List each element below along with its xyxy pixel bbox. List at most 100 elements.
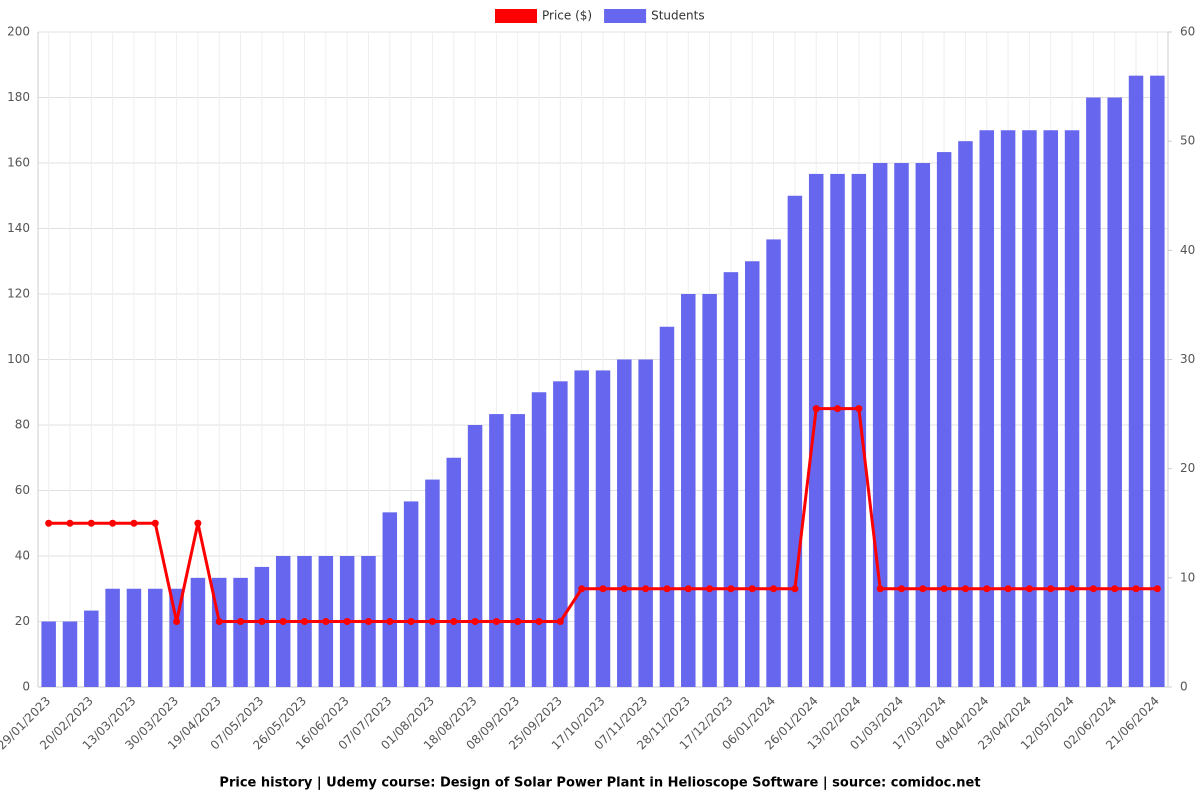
bar — [744, 261, 760, 687]
price-point — [1132, 585, 1140, 593]
price-point — [215, 618, 223, 625]
price-point — [855, 405, 863, 413]
bar — [1150, 75, 1165, 687]
price-point — [450, 618, 458, 625]
bar — [1043, 130, 1058, 687]
y-tick-label: 140 — [7, 221, 30, 235]
price-point — [940, 585, 948, 593]
bar — [872, 163, 888, 687]
bar — [766, 239, 781, 687]
y-tick-label: 120 — [7, 287, 30, 301]
bar — [830, 173, 845, 687]
bar — [1064, 130, 1080, 687]
y-tick-label: 0 — [22, 680, 30, 694]
bar — [659, 326, 675, 687]
price-point — [620, 585, 628, 593]
price-point — [1004, 585, 1012, 593]
price-point — [343, 618, 351, 625]
bar — [446, 457, 462, 687]
y-tick-label: 180 — [7, 90, 30, 104]
bar — [617, 359, 632, 687]
bar — [702, 294, 717, 687]
price-point — [642, 585, 650, 593]
price-point — [770, 585, 778, 593]
bar — [553, 381, 568, 687]
bar — [936, 152, 952, 688]
price-point — [812, 405, 820, 413]
price-point — [1025, 585, 1033, 593]
bar — [489, 414, 504, 687]
price-point — [279, 618, 287, 625]
price-point — [66, 519, 74, 527]
y-tick-label: 100 — [7, 352, 30, 366]
legend-label: Price ($) — [542, 9, 592, 23]
bar — [84, 610, 99, 687]
bar — [254, 566, 270, 687]
price-point — [748, 585, 756, 593]
price-point — [428, 618, 436, 625]
bar — [425, 479, 440, 687]
bar — [787, 195, 803, 687]
bar — [148, 588, 163, 687]
bar — [531, 392, 547, 687]
bar — [723, 272, 739, 687]
price-point — [130, 519, 138, 527]
bar — [1107, 97, 1122, 687]
price-point — [322, 618, 330, 625]
bar — [894, 163, 909, 687]
price-point — [87, 519, 95, 527]
bar — [574, 370, 589, 687]
bar — [915, 163, 931, 687]
bar — [403, 501, 419, 687]
bar — [979, 130, 995, 687]
price-point — [364, 618, 372, 625]
bar — [851, 173, 867, 687]
price-point — [386, 618, 394, 625]
bar — [62, 621, 78, 687]
legend-label: Students — [651, 9, 705, 23]
bar — [382, 512, 398, 687]
price-point — [1047, 585, 1055, 593]
bar — [1086, 97, 1101, 687]
y2-tick-label: 20 — [1180, 461, 1195, 475]
y2-tick-label: 40 — [1180, 243, 1195, 257]
y-tick-label: 60 — [15, 483, 30, 497]
y2-tick-label: 60 — [1180, 25, 1195, 39]
bar — [808, 173, 824, 687]
bar — [169, 588, 184, 687]
price-point — [471, 618, 479, 625]
y-tick-label: 40 — [15, 549, 30, 563]
y-tick-label: 200 — [7, 25, 30, 39]
bar — [233, 577, 248, 687]
price-point — [237, 618, 245, 625]
price-point — [834, 405, 842, 413]
price-point — [514, 618, 522, 625]
price-point — [194, 519, 202, 527]
price-point — [151, 519, 159, 527]
y2-tick-label: 0 — [1180, 680, 1188, 694]
chart-title: Price history | Udemy course: Design of … — [219, 776, 980, 791]
price-point — [173, 618, 181, 625]
price-point — [1153, 585, 1161, 593]
price-point — [301, 618, 309, 625]
bar — [1022, 130, 1037, 687]
price-point — [706, 585, 714, 593]
price-point — [45, 519, 53, 527]
price-point — [578, 585, 586, 593]
price-point — [897, 585, 905, 593]
y2-tick-label: 50 — [1180, 134, 1195, 148]
price-point — [535, 618, 543, 625]
price-point — [109, 519, 117, 527]
price-point — [407, 618, 415, 625]
legend-swatch — [604, 9, 647, 23]
bar — [1128, 75, 1144, 687]
y2-tick-label: 10 — [1180, 570, 1195, 584]
bar — [41, 621, 56, 687]
bar — [1000, 130, 1016, 687]
legend-swatch — [495, 9, 537, 23]
price-point — [1111, 585, 1119, 593]
price-point — [983, 585, 991, 593]
y-tick-label: 160 — [7, 156, 30, 170]
bar — [510, 414, 525, 687]
price-point — [258, 618, 266, 625]
